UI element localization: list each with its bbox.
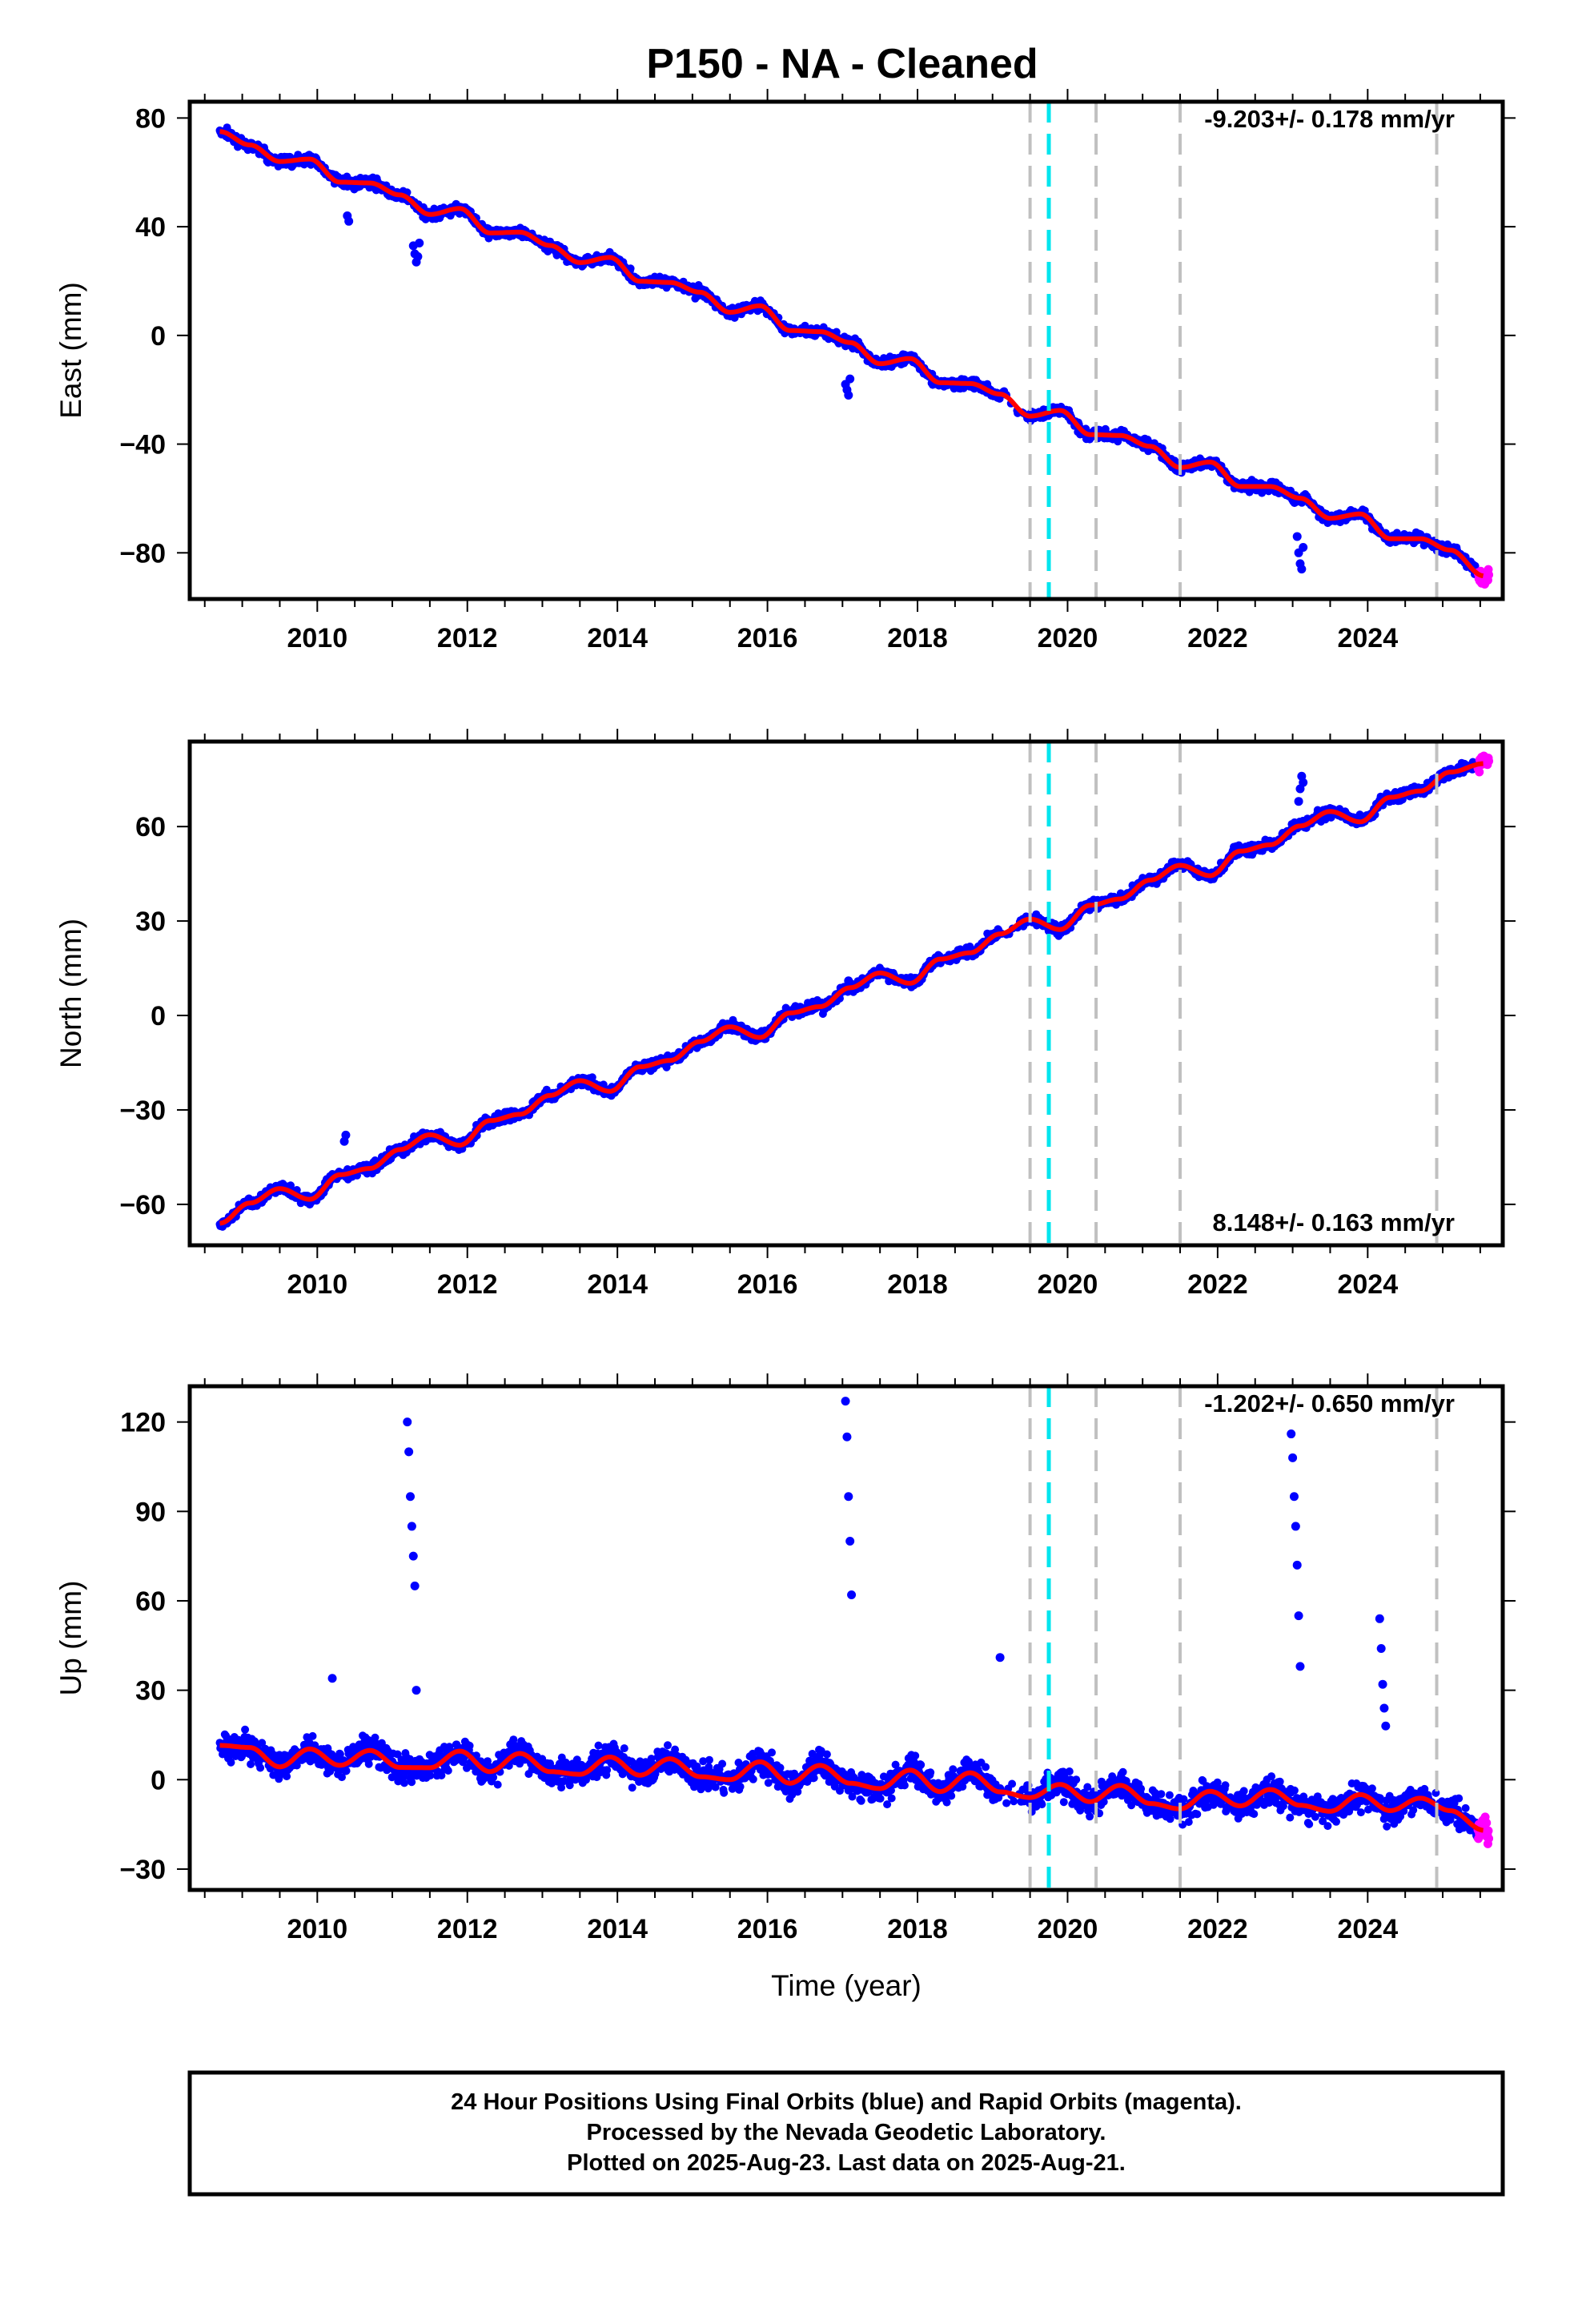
x-tick-label: 2020 [1038, 1269, 1098, 1300]
velocity-label: 8.148+/- 0.163 mm/yr [1213, 1208, 1455, 1236]
outlier-point [1299, 543, 1308, 553]
east-panel: 2010 2012 2014 2016 2018 2020 2022 2024 80 40 0 −40… [54, 89, 1516, 653]
x-tick-label: 2018 [887, 623, 948, 653]
x-tick-label: 2024 [1337, 623, 1398, 653]
outlier-point [413, 251, 423, 261]
final-orbit-point [342, 1767, 351, 1775]
x-tick-label: 2022 [1187, 623, 1248, 653]
model-line [219, 129, 1484, 579]
x-tick-label: 2012 [437, 1269, 498, 1300]
rapid-orbit-point [1484, 756, 1494, 766]
final-orbit-points [215, 123, 1483, 580]
x-tick-label: 2018 [887, 1269, 948, 1300]
rapid-orbit-points [1473, 565, 1494, 589]
velocity-label: -9.203+/- 0.178 mm/yr [1204, 105, 1455, 133]
outlier-point [1299, 778, 1308, 787]
plot-area [215, 123, 1494, 589]
chart-title: P150 - NA - Cleaned [646, 41, 1038, 87]
north-panel: 2010 2012 2014 2016 2018 2020 2022 2024 60 30 0 −30… [54, 729, 1516, 1300]
y-tick-label: 0 [151, 1001, 166, 1031]
outlier-point [344, 216, 354, 226]
y-tick-label: 80 [135, 103, 166, 134]
outlier-point [1292, 532, 1302, 541]
y-tick-label: 60 [135, 812, 166, 842]
plot-area [215, 751, 1494, 1231]
y-axis-label: North (mm) [54, 919, 87, 1068]
x-tick-label: 2016 [737, 1269, 798, 1300]
x-tick-label: 2010 [287, 623, 347, 653]
x-tick-label: 2014 [587, 623, 648, 653]
plot-area [215, 1397, 1494, 1848]
x-tick-label: 2010 [287, 1269, 347, 1300]
outlier-point [845, 374, 855, 384]
outlier-point [341, 1130, 351, 1140]
y-axis-label: East (mm) [54, 282, 87, 419]
outlier-point [1297, 565, 1307, 574]
y-tick-label: −60 [119, 1190, 166, 1220]
final-orbit-point [241, 1725, 250, 1734]
x-tick-label: 2024 [1337, 1269, 1398, 1300]
plot-frame [187, 99, 1505, 601]
x-tick-label: 2020 [1038, 623, 1098, 653]
final-orbit-point [308, 1731, 317, 1740]
outlier-point [844, 976, 853, 986]
final-orbit-point [256, 1763, 265, 1772]
outlier-point [844, 390, 853, 400]
up-panel: 2010 2012 2014 2016 2018 2020 2022 202412090603… [54, 1373, 1516, 2002]
rapid-orbit-point [1484, 570, 1494, 580]
y-tick-label: 30 [135, 907, 166, 937]
x-tick-label: 2022 [1187, 1269, 1248, 1300]
outlier-point [415, 238, 424, 247]
final-orbit-point [364, 1759, 373, 1768]
y-tick-label: 40 [135, 212, 166, 243]
y-tick-label: −40 [119, 430, 166, 460]
x-tick-label: 2016 [737, 623, 798, 653]
outlier-point [1294, 797, 1303, 806]
y-tick-label: −30 [119, 1096, 166, 1126]
x-tick-label: 2012 [437, 623, 498, 653]
y-tick-label: −80 [119, 538, 166, 569]
x-tick-label: 2014 [587, 1269, 648, 1300]
y-tick-label: 0 [151, 321, 166, 352]
